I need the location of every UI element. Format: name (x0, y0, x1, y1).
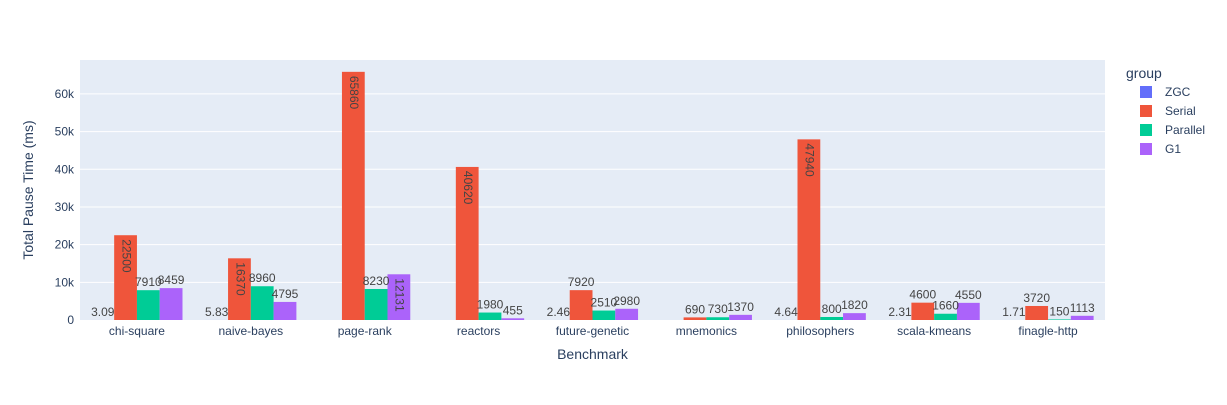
x-tick-label: page-rank (338, 324, 393, 338)
bar-parallel-philosophers (820, 317, 843, 320)
data-label: 3.09 (91, 305, 115, 319)
data-label: 8230 (363, 274, 390, 288)
data-label: 4795 (272, 287, 299, 301)
legend-swatch-parallel (1140, 124, 1152, 136)
data-label: 16370 (233, 262, 247, 296)
bar-parallel-scala-kmeans (934, 314, 957, 320)
data-label: 1113 (1070, 301, 1095, 315)
data-label: 2.31 (888, 305, 912, 319)
x-tick-label: finagle-http (1018, 324, 1078, 338)
legend-swatch-serial (1140, 105, 1152, 117)
y-tick-label: 10k (55, 275, 75, 289)
data-label: 65860 (347, 76, 361, 110)
bar-g1-finagle-http (1071, 316, 1094, 320)
y-tick-label: 50k (55, 125, 75, 139)
bar-parallel-mnemonics (706, 317, 729, 320)
data-label: 455 (503, 303, 523, 317)
bar-serial-future-genetic (570, 290, 593, 320)
data-label: 40620 (461, 171, 475, 205)
x-tick-label: naive-bayes (218, 324, 283, 338)
y-tick-label: 30k (55, 200, 75, 214)
bar-serial-mnemonics (684, 317, 707, 320)
legend-items: ZGC Serial Parallel G1 (1140, 85, 1205, 156)
data-label: 4.64 (774, 305, 798, 319)
data-label: 690 (685, 302, 705, 316)
data-label: 1370 (727, 300, 754, 314)
bar-parallel-reactors (479, 313, 502, 320)
data-label: 22500 (119, 239, 133, 273)
x-tick-label: reactors (457, 324, 500, 338)
legend-swatch-g1 (1140, 143, 1152, 155)
bar-g1-naive-bayes (274, 302, 297, 320)
bar-g1-reactors (501, 318, 524, 320)
bar-parallel-future-genetic (593, 311, 616, 320)
bar-parallel-page-rank (365, 289, 388, 320)
x-axis-title: Benchmark (557, 346, 629, 362)
y-tick-label: 20k (55, 238, 75, 252)
x-tick-label: philosophers (786, 324, 854, 338)
legend-label: Serial (1165, 104, 1196, 118)
data-label: 47940 (803, 143, 817, 177)
data-label: 1820 (841, 298, 868, 312)
bar-g1-future-genetic (615, 309, 638, 320)
x-tick-label: mnemonics (676, 324, 737, 338)
data-label: 1.71 (1002, 305, 1026, 319)
data-label: 5.83 (205, 305, 229, 319)
data-label: 730 (708, 302, 728, 316)
data-label: 8459 (158, 273, 185, 287)
y-tick-label: 40k (55, 162, 75, 176)
data-label: 800 (822, 302, 842, 316)
data-label: 2.46 (547, 305, 571, 319)
legend-label: Parallel (1165, 123, 1205, 137)
bar-parallel-naive-bayes (251, 286, 274, 320)
legend-swatch-zgc (1140, 86, 1152, 98)
bar-serial-finagle-http (1025, 306, 1048, 320)
data-label: 7920 (568, 275, 595, 289)
x-tick-label: chi-square (109, 324, 165, 338)
data-label: 1980 (477, 298, 504, 312)
legend-label: ZGC (1165, 85, 1191, 99)
data-label: 2980 (613, 294, 640, 308)
data-label: 12131 (393, 278, 407, 312)
bar-parallel-chi-square (137, 290, 160, 320)
legend-title: group (1126, 65, 1162, 81)
bar-serial-scala-kmeans (911, 303, 934, 320)
bar-g1-philosophers (843, 313, 866, 320)
data-label: 150 (1049, 304, 1069, 318)
x-tick-label: scala-kmeans (897, 324, 971, 338)
y-axis-title: Total Pause Time (ms) (20, 120, 36, 259)
data-label: 3720 (1023, 291, 1050, 305)
data-label: 4550 (955, 288, 982, 302)
bar-g1-chi-square (160, 288, 183, 320)
legend: group ZGC Serial Parallel G1 (1126, 65, 1205, 156)
bar-parallel-finagle-http (1048, 319, 1071, 320)
bar-g1-mnemonics (729, 315, 752, 320)
x-axis-ticks: chi-square naive-bayes page-rank reactors fu… (109, 324, 1078, 338)
y-tick-label: 60k (55, 87, 75, 101)
bar-g1-scala-kmeans (957, 303, 980, 320)
y-tick-label: 0 (67, 313, 74, 327)
legend-label: G1 (1165, 142, 1181, 156)
x-tick-label: future-genetic (556, 324, 629, 338)
data-label: 8960 (249, 271, 276, 285)
y-axis-ticks: 0 10k 20k 30k 40k 50k 60k (55, 87, 75, 327)
